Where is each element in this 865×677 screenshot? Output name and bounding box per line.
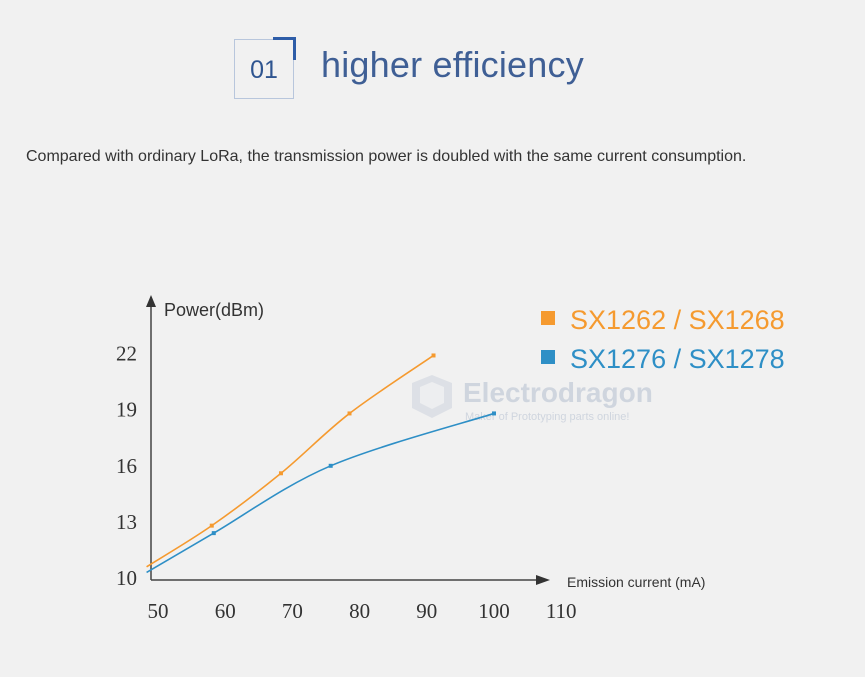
section-title: higher efficiency	[321, 44, 584, 85]
x-tick-labels: 50 60 70 80 90 100 110	[148, 599, 577, 623]
y-tick-label: 19	[116, 398, 137, 422]
legend-label: SX1262 / SX1268	[570, 305, 785, 335]
legend-swatch	[541, 350, 555, 364]
watermark-brand: Electrodragon	[463, 377, 653, 408]
x-tick-label: 60	[215, 599, 236, 623]
corner-accent	[273, 37, 296, 60]
y-tick-label: 10	[116, 566, 137, 590]
x-tick-label: 80	[349, 599, 370, 623]
legend-swatch	[541, 311, 555, 325]
data-point	[347, 411, 352, 416]
watermark-logo-icon	[412, 375, 452, 418]
section-number: 01	[250, 56, 278, 84]
y-tick-label: 22	[116, 342, 137, 366]
series-line	[146, 412, 495, 574]
watermark: Electrodragon Maker of Prototyping parts…	[412, 375, 653, 423]
data-point	[431, 353, 436, 358]
y-axis-label: Power(dBm)	[164, 300, 264, 320]
data-point	[211, 531, 216, 536]
data-point	[209, 523, 214, 528]
x-tick-label: 50	[148, 599, 169, 623]
y-tick-label: 13	[116, 510, 137, 534]
x-tick-label: 100	[478, 599, 510, 623]
x-tick-label: 70	[282, 599, 303, 623]
x-axis-arrow	[536, 575, 550, 585]
x-tick-label: 110	[546, 599, 577, 623]
y-axis-arrow	[146, 295, 156, 307]
data-point	[492, 411, 496, 416]
data-point	[328, 463, 333, 468]
watermark-tagline: Maker of Prototyping parts online!	[465, 411, 629, 423]
series-lines	[146, 353, 496, 574]
x-axis-label: Emission current (mA)	[567, 574, 705, 590]
data-point	[278, 471, 283, 476]
section-number-box: 01	[234, 37, 296, 99]
y-tick-label: 16	[116, 454, 137, 478]
legend-label: SX1276 / SX1278	[570, 344, 785, 374]
series-line	[146, 354, 434, 568]
x-tick-label: 90	[416, 599, 437, 623]
y-tick-labels: 10 13 16 19 22	[116, 342, 137, 590]
section-description: Compared with ordinary LoRa, the transmi…	[26, 148, 747, 165]
legend: SX1262 / SX1268 SX1276 / SX1278	[541, 305, 785, 374]
